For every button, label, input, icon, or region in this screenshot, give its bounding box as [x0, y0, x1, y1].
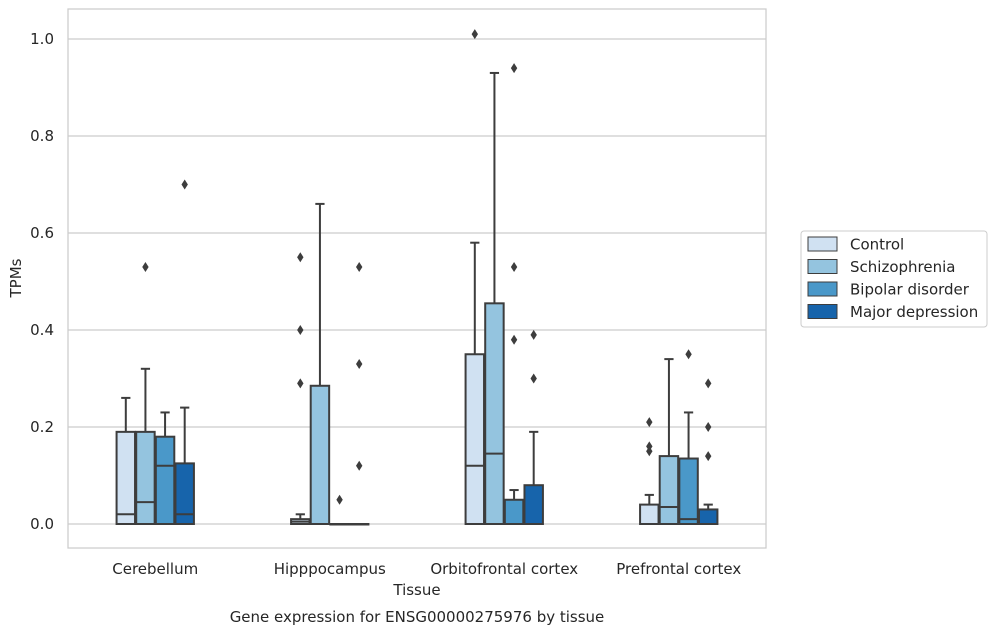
box-1-1 — [309, 202, 331, 525]
legend-label: Major depression — [850, 303, 978, 321]
outlier-point — [297, 252, 304, 263]
box-body — [697, 508, 719, 526]
y-tick-label: 0.2 — [30, 418, 54, 436]
box-1-0 — [135, 261, 156, 526]
outlier-point — [646, 441, 653, 452]
outlier-point — [510, 334, 518, 345]
box-body — [678, 457, 699, 525]
box-2-1 — [329, 494, 350, 526]
y-tick-label: 0.4 — [30, 321, 54, 339]
outlier-point — [704, 378, 712, 389]
box-body — [309, 384, 331, 525]
outlier-point — [530, 329, 537, 340]
legend-items: Control Schizophrenia Bipolar disorder Majo… — [807, 236, 978, 321]
legend-label: Control — [850, 236, 904, 254]
outlier-point — [685, 349, 692, 360]
outlier-point — [355, 261, 363, 272]
box-series — [115, 29, 719, 526]
outlier-point — [530, 373, 537, 384]
box-body — [484, 302, 505, 526]
legend-swatch — [807, 259, 838, 274]
legend-swatch — [807, 304, 838, 319]
x-axis-label: Tissue — [392, 581, 440, 599]
outlier-point — [704, 422, 712, 432]
x-tick-label: Prefrontal cortex — [616, 560, 741, 578]
box-2-3 — [678, 349, 699, 525]
legend-swatch — [807, 236, 838, 252]
legend-label: Schizophrenia — [850, 258, 955, 276]
outlier-point — [142, 261, 149, 272]
y-tick-label: 0.8 — [30, 127, 54, 145]
x-tick-labels: Cerebellum Hipppocampus Orbitofrontal cort… — [112, 560, 741, 578]
box-body — [639, 503, 660, 526]
outlier-point — [355, 358, 363, 369]
outlier-point — [297, 325, 304, 335]
box-3-2 — [523, 329, 544, 526]
box-body — [115, 430, 137, 526]
box-body — [503, 498, 525, 525]
box-0-1 — [290, 252, 311, 526]
x-tick-label: Hipppocampus — [274, 560, 386, 578]
box-body — [174, 462, 195, 525]
box-1-3 — [658, 358, 680, 526]
y-axis-label: TPMs — [7, 258, 25, 298]
outlier-point — [355, 460, 363, 471]
box-body — [154, 435, 176, 526]
x-tick-label: Cerebellum — [112, 560, 198, 578]
outlier-point — [471, 29, 479, 40]
outlier-point — [510, 261, 518, 272]
legend-swatch — [807, 281, 838, 297]
outlier-point — [181, 179, 188, 190]
box-body — [523, 484, 544, 526]
outlier-point — [510, 63, 518, 74]
y-tick-label: 0.0 — [30, 515, 54, 533]
chart-caption: Gene expression for ENSG00000275976 by t… — [230, 608, 605, 626]
y-tick-label: 1.0 — [30, 30, 54, 48]
y-tick-labels: 0.0 0.2 0.4 0.6 0.8 1.0 — [30, 30, 54, 533]
outlier-point — [297, 378, 304, 389]
legend-frame — [800, 230, 988, 328]
legend: Control Schizophrenia Bipolar disorder Majo… — [800, 230, 988, 328]
box-body — [658, 455, 680, 526]
box-3-1 — [348, 261, 370, 526]
y-tick-label: 0.6 — [30, 224, 54, 242]
box-3-0 — [174, 179, 195, 525]
legend-label: Bipolar disorder — [850, 281, 970, 299]
outlier-point — [646, 417, 653, 428]
outlier-point — [704, 451, 712, 462]
outlier-point — [336, 494, 343, 505]
x-tick-label: Orbitofrontal cortex — [430, 560, 578, 578]
box-2-0 — [154, 411, 176, 526]
box-0-3 — [639, 417, 660, 526]
box-2-2 — [503, 63, 525, 525]
box-3-3 — [697, 378, 719, 526]
box-0-0 — [115, 396, 137, 526]
box-0-2 — [464, 29, 486, 525]
box-body — [464, 353, 486, 525]
box-1-2 — [484, 71, 505, 526]
box-body — [135, 430, 156, 526]
